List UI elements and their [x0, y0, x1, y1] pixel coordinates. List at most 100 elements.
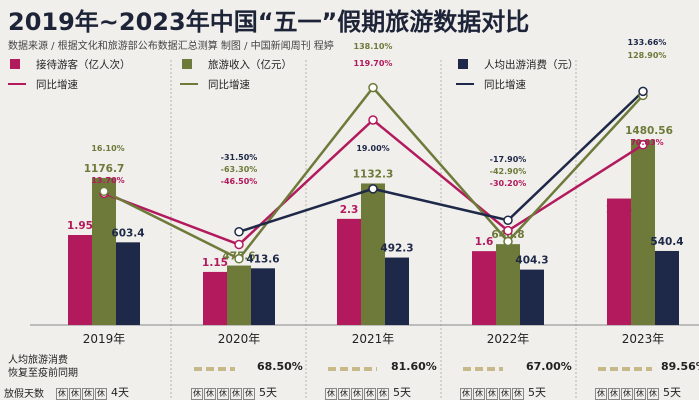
growth-label: 70.83%	[630, 138, 663, 147]
growth-point	[234, 239, 244, 250]
rest-day-box: 休	[95, 388, 107, 400]
ratio-value: 81.60%	[391, 360, 437, 373]
bar-value-label: 1.15	[202, 257, 228, 269]
holiday-days: 休休休休休 5天	[595, 384, 681, 400]
bar-tourists	[472, 251, 496, 325]
bar-revenue	[92, 177, 116, 325]
growth-point	[234, 254, 244, 264]
ratio-value: 68.50%	[257, 360, 303, 373]
rest-day-box: 休	[191, 388, 203, 400]
rest-day-box: 休	[647, 388, 659, 400]
rest-day-box: 休	[351, 388, 363, 400]
ratio-bar	[463, 367, 504, 371]
ratio-bar	[328, 367, 377, 371]
growth-label: 128.90%	[628, 51, 667, 60]
bar-value-label: 492.3	[380, 243, 413, 255]
bar-tourists	[337, 218, 361, 325]
rest-day-box: 休	[325, 388, 337, 400]
bar-revenue	[227, 265, 251, 325]
rest-day-box: 休	[217, 388, 229, 400]
bar-value-label: 2.3	[340, 204, 359, 216]
bar-revenue	[631, 139, 655, 325]
bar-value-label: 1480.56	[625, 125, 673, 137]
rest-day-box: 休	[634, 388, 646, 400]
rest-day-box: 休	[230, 388, 242, 400]
legend-label: 同比增速	[208, 78, 250, 91]
bar-per-capita	[520, 269, 544, 325]
days-count: 5天	[393, 386, 411, 399]
days-count: 5天	[259, 386, 277, 399]
bar-value-label: 540.4	[650, 236, 683, 248]
growth-point	[99, 186, 109, 197]
bar-per-capita	[251, 268, 275, 325]
x-tick-label: 2020年	[218, 332, 261, 346]
legend-swatch	[10, 59, 20, 69]
legend-label: 旅游收入（亿元）	[208, 58, 292, 71]
ratio-bar	[598, 367, 652, 371]
ratio-bar	[194, 367, 236, 371]
growth-point	[503, 236, 513, 247]
growth-label: 138.10%	[354, 42, 393, 51]
growth-label: -46.50%	[221, 177, 258, 186]
rest-day-box: 休	[243, 388, 255, 400]
bar-value-label: 603.4	[111, 227, 144, 239]
growth-label: 16.10%	[91, 144, 124, 153]
growth-point	[503, 225, 513, 236]
legend-label: 同比增速	[484, 78, 526, 91]
bar-revenue	[496, 244, 520, 325]
growth-point	[368, 184, 378, 194]
bar-per-capita	[655, 250, 679, 325]
growth-label: -31.50%	[221, 153, 258, 162]
bar-value-label: 413.6	[246, 253, 279, 265]
rest-day-box: 休	[595, 388, 607, 400]
growth-label: 119.70%	[354, 59, 393, 68]
growth-point	[368, 115, 378, 125]
rest-day-box: 休	[56, 388, 68, 400]
growth-point	[503, 215, 513, 225]
legend-label: 人均出游消费（元）	[484, 58, 579, 71]
rest-day-box: 休	[608, 388, 620, 400]
growth-label: -17.90%	[490, 155, 527, 164]
growth-point	[638, 86, 648, 97]
rest-day-box: 休	[338, 388, 350, 400]
holiday-days: 休休休休 4天	[56, 384, 129, 400]
rest-day-box: 休	[69, 388, 81, 400]
growth-label: 19.00%	[356, 144, 389, 153]
x-tick-label: 2019年	[83, 332, 126, 346]
rest-day-box: 休	[621, 388, 633, 400]
holiday-days: 休休休休休 5天	[325, 384, 411, 400]
chart-subtitle: 数据来源 / 根据文化和旅游部公布数据汇总测算 制图 / 中国新闻周刊 程婷	[8, 41, 334, 52]
bar-value-label: 1132.3	[353, 168, 394, 180]
days-count: 5天	[663, 386, 681, 399]
ratio-label-1: 人均旅游消费	[8, 355, 68, 366]
rest-day-box: 休	[204, 388, 216, 400]
legend-label: 同比增速	[36, 78, 78, 91]
growth-label: 13.70%	[91, 176, 124, 185]
ratio-value: 67.00%	[526, 360, 572, 373]
bar-revenue	[361, 183, 385, 325]
rest-day-box: 休	[377, 388, 389, 400]
days-count: 4天	[111, 386, 129, 399]
x-tick-label: 2021年	[352, 332, 395, 346]
growth-point	[638, 140, 648, 150]
growth-label: -42.90%	[490, 167, 527, 176]
bar-per-capita	[385, 257, 409, 325]
chart-title: 2019年~2023年中国“五一”假期旅游数据对比	[8, 8, 530, 36]
bar-value-label: 1.6	[475, 236, 494, 248]
growth-label: 133.66%	[628, 38, 667, 47]
growth-line-per-capita	[238, 90, 644, 233]
growth-label: -63.30%	[221, 165, 258, 174]
holiday-days: 休休休休休 5天	[191, 384, 277, 400]
ratio-label-2: 恢复至疫前同期	[8, 368, 78, 379]
legend-swatch	[458, 59, 468, 69]
bar-tourists	[203, 271, 227, 325]
rest-day-box: 休	[512, 388, 524, 400]
bar-value-label: 2.74	[606, 204, 632, 216]
days-label: 放假天数	[4, 389, 44, 400]
days-count: 5天	[528, 386, 546, 399]
bar-tourists	[68, 235, 92, 325]
holiday-days: 休休休休休 5天	[460, 384, 546, 400]
bar-value-label: 1.95	[67, 220, 93, 232]
x-tick-label: 2022年	[487, 332, 530, 346]
